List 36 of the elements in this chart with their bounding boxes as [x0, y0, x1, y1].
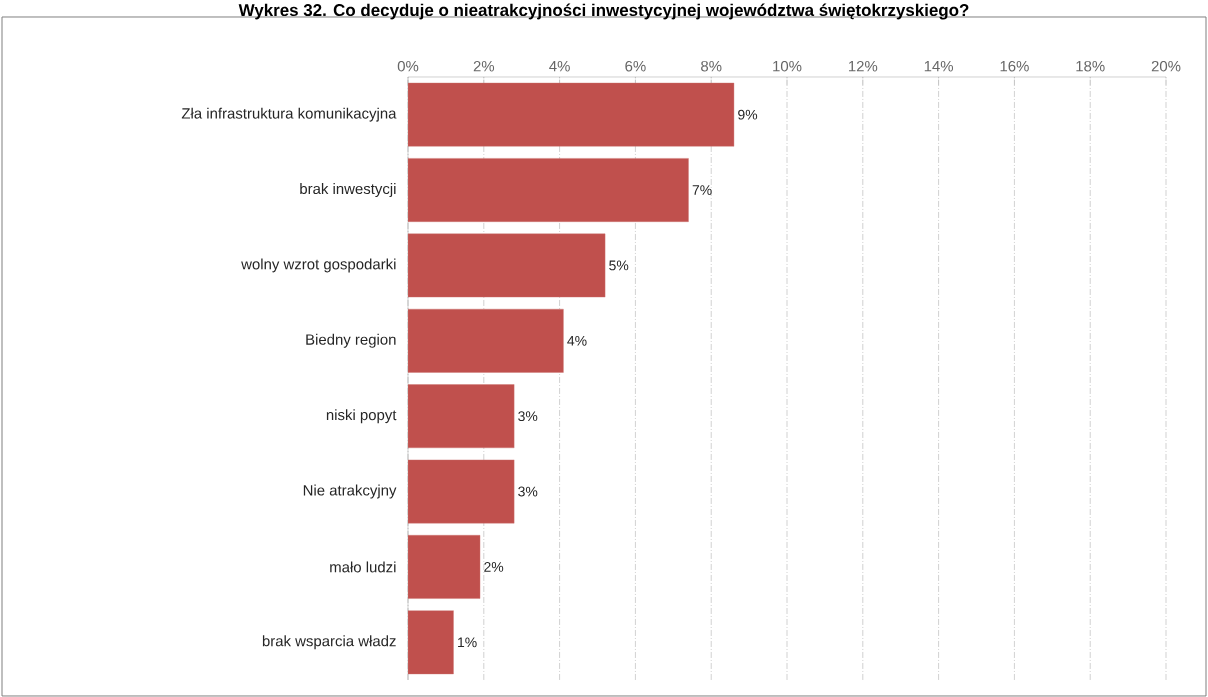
x-tick-label: 6% — [625, 60, 646, 72]
x-tick-label: 4% — [549, 61, 570, 72]
data-label: 1% — [458, 637, 477, 648]
bar — [408, 82, 735, 147]
data-label: 2% — [484, 562, 504, 572]
y-tick-label: wolny wzrot gospodarki — [241, 258, 396, 273]
bar — [408, 459, 515, 524]
data-label: 5% — [609, 260, 629, 271]
y-tick-label: brak inwestycji — [300, 183, 396, 197]
x-tick-label: 0% — [397, 60, 419, 72]
x-tick-label: 12% — [848, 60, 878, 72]
data-label: 4% — [567, 335, 587, 346]
y-tick-label: Nie atrakcyjny — [303, 484, 397, 499]
x-tick-label: 18% — [1076, 60, 1105, 72]
y-tick-label: niski popyt — [326, 409, 397, 424]
bar — [408, 233, 606, 298]
x-tick-label: 10% — [773, 60, 802, 72]
bar — [408, 535, 481, 599]
x-tick-label: 8% — [701, 60, 722, 72]
y-tick-label: Biedny region — [306, 333, 396, 348]
x-tick-label: 14% — [924, 61, 954, 72]
chart-title: Wykres 32. Co decyduje o nieatrakcyjności inwestycyjnej województwa świętokrzyskiego? — [238, 3, 969, 20]
x-tick-label: 2% — [473, 60, 495, 72]
bar — [408, 610, 454, 675]
data-label: 7% — [692, 185, 712, 195]
y-tick-label: Zła infrastruktura komunikacyjna — [181, 107, 397, 122]
data-label: 9% — [738, 109, 758, 120]
y-tick-label: mało ludzi — [330, 561, 396, 573]
bar — [408, 384, 515, 449]
x-tick-label: 16% — [1000, 60, 1029, 72]
bar — [408, 308, 564, 373]
x-tick-label: 20% — [1151, 60, 1181, 72]
data-label: 3% — [518, 486, 538, 497]
y-tick-label: brak wsparcia władz — [262, 635, 396, 650]
data-label: 3% — [518, 411, 538, 422]
bar — [408, 158, 689, 222]
